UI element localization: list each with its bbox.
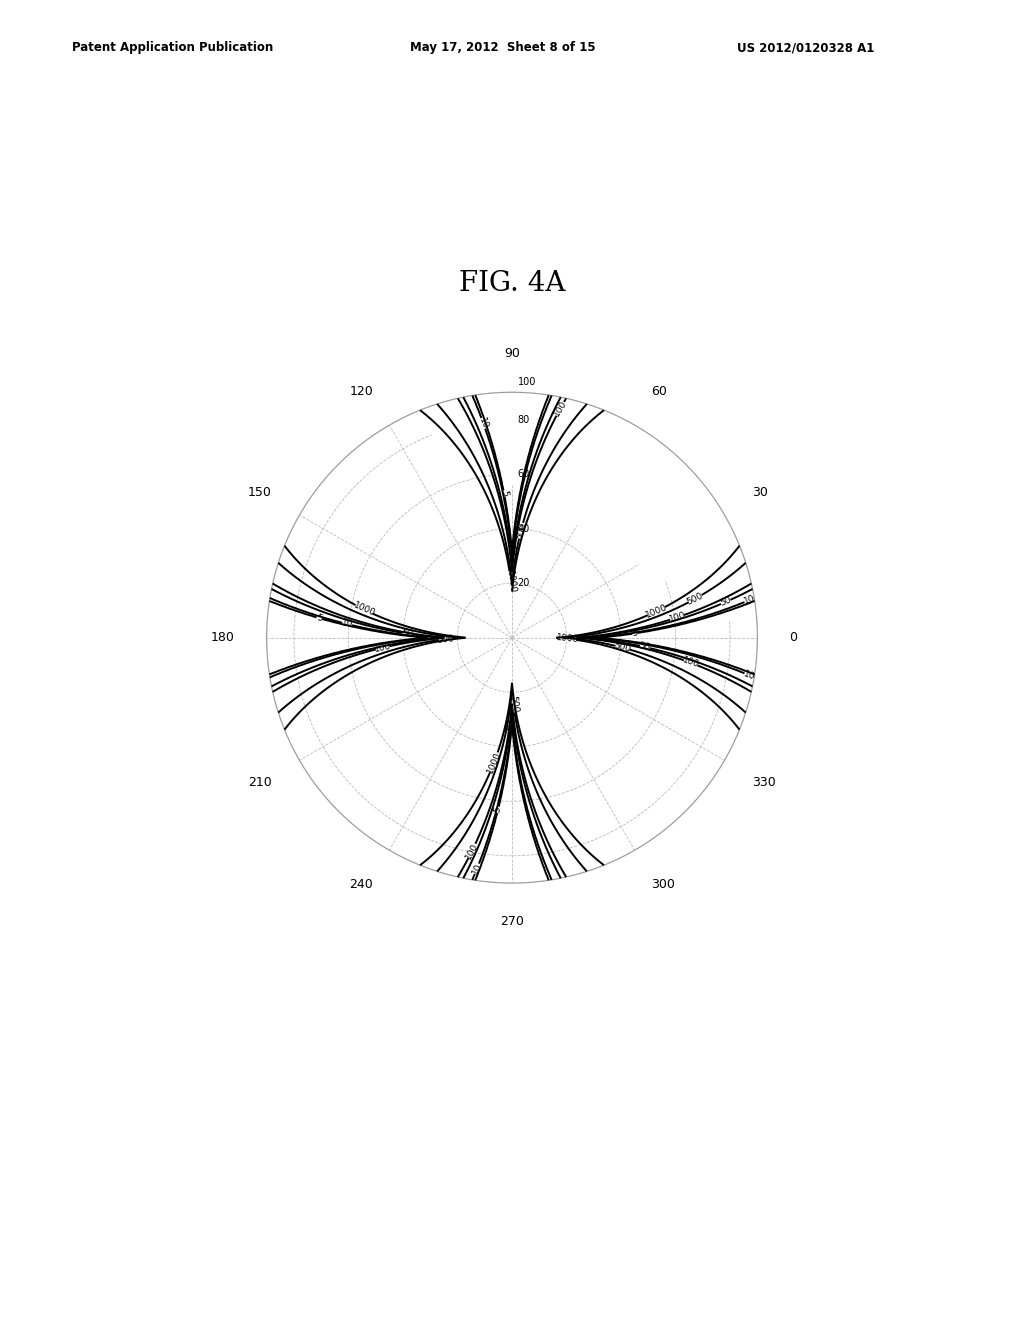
Text: 100: 100 bbox=[681, 656, 700, 669]
Text: 100: 100 bbox=[374, 642, 392, 653]
Text: 1000: 1000 bbox=[556, 634, 580, 644]
Text: 10: 10 bbox=[742, 594, 756, 606]
Text: 10: 10 bbox=[477, 416, 489, 430]
Text: Patent Application Publication: Patent Application Publication bbox=[72, 41, 273, 54]
Text: May 17, 2012  Sheet 8 of 15: May 17, 2012 Sheet 8 of 15 bbox=[410, 41, 595, 54]
Text: 100: 100 bbox=[517, 378, 536, 387]
Text: 30: 30 bbox=[753, 486, 768, 499]
Text: US 2012/0120328 A1: US 2012/0120328 A1 bbox=[737, 41, 874, 54]
Text: 10: 10 bbox=[341, 618, 353, 630]
Text: 0: 0 bbox=[790, 631, 798, 644]
Text: FIG. 4A: FIG. 4A bbox=[459, 271, 565, 297]
Text: 300: 300 bbox=[650, 878, 675, 891]
Text: 500: 500 bbox=[508, 696, 519, 713]
Text: 100: 100 bbox=[464, 841, 480, 861]
Text: 5: 5 bbox=[499, 490, 509, 498]
Text: 120: 120 bbox=[349, 384, 374, 397]
Text: 5: 5 bbox=[594, 634, 600, 643]
Text: 500: 500 bbox=[613, 642, 632, 653]
Text: 500: 500 bbox=[437, 634, 455, 644]
Text: 5: 5 bbox=[632, 628, 639, 638]
Text: 330: 330 bbox=[753, 776, 776, 789]
Text: 180: 180 bbox=[211, 631, 234, 644]
Text: 100: 100 bbox=[668, 611, 686, 624]
Text: 40: 40 bbox=[517, 524, 529, 533]
Text: 10: 10 bbox=[742, 669, 756, 681]
Text: 1000: 1000 bbox=[505, 570, 517, 594]
Text: 80: 80 bbox=[517, 414, 529, 425]
Text: 50: 50 bbox=[505, 719, 515, 731]
Text: 5: 5 bbox=[493, 805, 503, 813]
Text: 1000: 1000 bbox=[644, 603, 669, 620]
Text: 100: 100 bbox=[552, 399, 568, 418]
Text: 90: 90 bbox=[504, 347, 520, 360]
Text: 1000: 1000 bbox=[351, 601, 377, 618]
Text: 5: 5 bbox=[315, 612, 324, 623]
Text: 150: 150 bbox=[248, 486, 271, 499]
Text: 50: 50 bbox=[719, 595, 733, 609]
Text: 240: 240 bbox=[349, 878, 374, 891]
Text: 60: 60 bbox=[650, 384, 667, 397]
Text: 50: 50 bbox=[401, 628, 414, 639]
Text: 50: 50 bbox=[638, 642, 651, 652]
Polygon shape bbox=[103, 228, 921, 1047]
Text: 10: 10 bbox=[470, 862, 483, 876]
Text: 60: 60 bbox=[517, 469, 529, 479]
Text: 500: 500 bbox=[685, 591, 705, 606]
Text: 50: 50 bbox=[505, 544, 515, 557]
Text: 20: 20 bbox=[517, 578, 529, 589]
Text: 1000: 1000 bbox=[485, 750, 503, 775]
Text: 500: 500 bbox=[514, 521, 527, 540]
Text: 210: 210 bbox=[248, 776, 271, 789]
Text: 270: 270 bbox=[500, 915, 524, 928]
